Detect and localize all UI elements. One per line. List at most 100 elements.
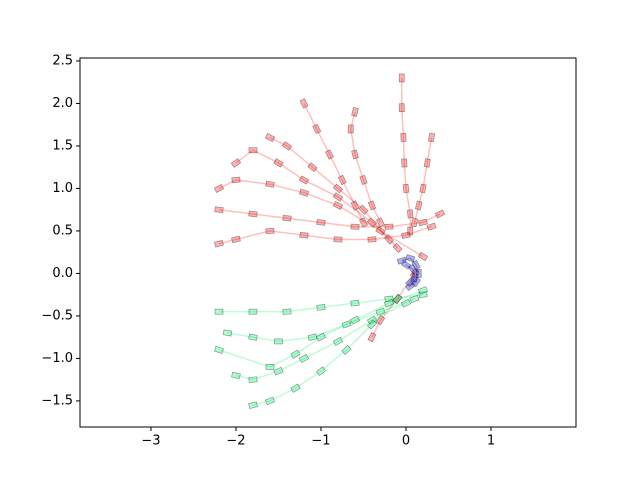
trajectory-marker — [426, 222, 437, 231]
trajectory-marker — [367, 236, 377, 243]
trajectory-marker — [264, 396, 276, 406]
trajectory-marker — [417, 251, 429, 262]
trajectory-line — [269, 136, 390, 240]
trajectory-marker — [349, 315, 361, 325]
trajectory-marker — [248, 308, 258, 315]
trajectory-marker — [265, 227, 275, 235]
y-tick-label: 0.0 — [52, 266, 73, 281]
trajectory-marker — [214, 308, 224, 315]
trajectory-marker — [383, 234, 394, 245]
trajectory-marker — [384, 295, 394, 303]
trajectory-marker — [248, 401, 258, 409]
trajectory-marker — [332, 336, 344, 347]
trajectory-marker — [298, 353, 310, 363]
x-tick-label: −3 — [141, 434, 160, 449]
trajectory-marker — [214, 206, 224, 214]
trajectory-line — [303, 103, 365, 223]
trajectory-marker — [392, 242, 403, 254]
trajectory-marker — [265, 180, 275, 188]
trajectory-marker — [375, 217, 385, 228]
trajectory-marker — [341, 320, 352, 329]
trajectory-marker — [405, 276, 416, 288]
trajectory-marker — [307, 333, 318, 341]
trajectory-marker — [375, 314, 386, 326]
trajectory-marker — [214, 239, 224, 248]
trajectory-marker — [307, 162, 318, 173]
x-tick-label: −2 — [226, 434, 245, 449]
trajectory-marker — [400, 260, 412, 270]
x-tick-label: −1 — [311, 434, 330, 449]
trajectory-line — [413, 137, 433, 223]
trajectory-marker — [398, 103, 405, 113]
trajectory-marker — [230, 158, 242, 168]
trajectory-marker — [298, 188, 309, 197]
trajectory-marker — [367, 332, 377, 343]
trajectory-marker — [419, 183, 427, 194]
trajectory-marker — [273, 158, 284, 168]
trajectory-marker — [415, 269, 422, 278]
trajectory-marker — [231, 176, 241, 184]
trajectory-marker — [332, 183, 344, 194]
trajectory-marker — [405, 254, 416, 263]
trajectory-marker — [375, 226, 386, 236]
trajectory-marker — [248, 210, 258, 218]
trajectory-line — [218, 289, 424, 368]
trajectory-marker — [248, 376, 258, 383]
trajectory-marker — [264, 132, 276, 142]
trajectory-marker — [358, 217, 368, 228]
trajectory-marker — [290, 349, 301, 359]
trajectory-marker — [401, 231, 411, 239]
trajectory-marker — [312, 123, 322, 135]
trajectory-marker — [248, 333, 258, 341]
trajectory-marker — [367, 200, 377, 211]
trajectory-marker — [299, 98, 309, 109]
trajectory-line — [405, 264, 416, 283]
trajectory-marker — [366, 217, 378, 228]
trajectory-marker — [337, 174, 347, 186]
trajectory-marker — [231, 371, 241, 380]
trajectory-line — [218, 179, 424, 258]
trajectory-marker — [409, 294, 420, 304]
y-tick-label: −1.5 — [41, 393, 73, 408]
x-tick-label: 0 — [402, 434, 410, 449]
x-tick-label: 1 — [487, 434, 495, 449]
trajectory-marker — [383, 298, 395, 308]
trajectory-line — [252, 298, 399, 406]
trajectory-marker — [324, 149, 334, 160]
y-tick-label: −0.5 — [41, 308, 73, 323]
trajectory-marker — [418, 218, 428, 227]
trajectory-marker — [366, 319, 378, 330]
trajectory-marker — [400, 298, 412, 308]
trajectory-marker — [417, 286, 429, 295]
y-tick-label: 1.0 — [52, 181, 73, 196]
trajectory-marker — [411, 276, 421, 288]
trajectory-marker — [316, 304, 326, 311]
trajectory-marker — [402, 183, 410, 194]
trajectory-marker — [410, 272, 419, 283]
trajectory-marker — [400, 132, 407, 142]
trajectory-marker — [434, 209, 446, 219]
trajectory-marker — [409, 268, 420, 279]
trajectory-marker — [315, 332, 327, 342]
trajectory-marker — [316, 219, 326, 226]
trajectory-marker — [398, 73, 405, 83]
trajectory-line — [401, 257, 420, 287]
trajectory-line — [218, 225, 432, 245]
trajectory-marker — [213, 183, 225, 193]
trajectory-marker — [366, 315, 378, 325]
trajectory-marker — [341, 344, 352, 355]
trajectory-marker — [347, 124, 354, 134]
trajectory-marker — [282, 308, 292, 315]
trajectory-marker — [358, 204, 369, 215]
trajectory-marker — [298, 175, 310, 185]
marks — [213, 73, 446, 409]
trajectory-marker — [299, 231, 309, 239]
trajectory-marker — [332, 192, 344, 202]
trajectory-marker — [332, 200, 344, 210]
trajectory-marker — [274, 338, 283, 345]
trajectory-marker — [384, 223, 394, 230]
axes-frame — [79, 57, 577, 428]
trajectory-marker — [407, 226, 414, 236]
trajectory-marker — [418, 291, 428, 299]
